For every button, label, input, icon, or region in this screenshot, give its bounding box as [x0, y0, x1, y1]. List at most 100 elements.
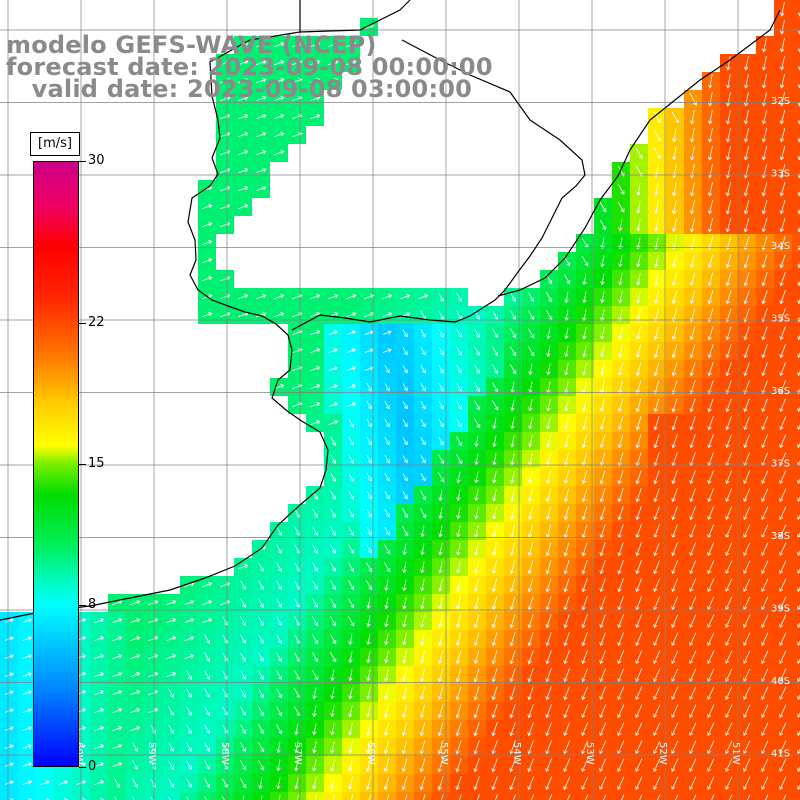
latitude-label: 38S	[771, 531, 790, 542]
wind-cell	[792, 522, 800, 540]
wind-cell	[792, 468, 800, 486]
wind-cell	[36, 792, 54, 800]
wind-cell	[396, 792, 414, 800]
wind-arrow	[346, 42, 357, 48]
colorbar-unit: [m/s]	[30, 132, 80, 156]
wind-cell	[630, 792, 648, 800]
latitude-label: 36S	[771, 386, 790, 397]
wind-cell	[108, 792, 126, 800]
wind-cell	[792, 684, 800, 702]
wind-cell	[18, 792, 36, 800]
longitude-label: 55W	[438, 742, 449, 765]
wind-cell	[90, 792, 108, 800]
colorbar-tick-mark	[79, 322, 86, 324]
colorbar-tick-mark	[79, 161, 86, 162]
wind-cell	[648, 792, 666, 800]
wind-cell	[792, 324, 800, 342]
longitude-label: 56W	[365, 742, 376, 765]
wind-cell	[792, 450, 800, 468]
wind-cell	[378, 792, 396, 800]
longitude-label: 52W	[657, 742, 668, 765]
wind-cell	[432, 792, 450, 800]
wind-cell	[522, 792, 540, 800]
wind-cell	[792, 288, 800, 306]
wind-cell	[756, 792, 774, 800]
wind-cell	[792, 234, 800, 252]
latitude-label: 32S	[771, 96, 790, 107]
wind-cell	[792, 90, 800, 108]
latitude-label: 37S	[771, 459, 790, 470]
latitude-label: 35S	[771, 314, 790, 325]
longitude-label: 51W	[730, 742, 741, 765]
colorbar-tick-mark	[79, 767, 86, 768]
wind-cell	[792, 414, 800, 432]
wind-cell	[144, 792, 162, 800]
wind-cell	[792, 576, 800, 594]
wind-cell	[486, 792, 504, 800]
wind-cell	[792, 180, 800, 198]
wind-arrow	[779, 20, 785, 35]
wind-cell	[792, 486, 800, 504]
wind-arrow	[779, 38, 785, 53]
wind-cell	[792, 252, 800, 270]
wind-arrow	[256, 42, 267, 48]
colorbar-tick-label: 15	[88, 456, 105, 471]
colorbar-tick-label: 22	[88, 314, 105, 330]
wind-cell	[792, 360, 800, 378]
wind-cell	[342, 792, 360, 800]
wind-cell	[792, 774, 800, 792]
wind-cell	[792, 108, 800, 126]
wind-cell	[792, 666, 800, 684]
wind-cell	[792, 54, 800, 72]
colorbar-tick-label: 0	[88, 759, 97, 774]
wind-cell	[792, 18, 800, 36]
wind-cell	[792, 306, 800, 324]
wind-arrow	[761, 38, 767, 53]
wind-cell	[774, 792, 792, 800]
wind-vectors	[4, 2, 800, 800]
wind-cell	[792, 216, 800, 234]
wind-cell	[792, 702, 800, 720]
wind-cell	[126, 792, 144, 800]
wind-arrow	[779, 2, 785, 17]
longitude-label: 59W	[146, 742, 157, 765]
wind-cell	[270, 792, 288, 800]
colorbar-tick-label: 8	[88, 597, 97, 613]
wind-cell	[792, 378, 800, 396]
wind-cell	[180, 792, 198, 800]
wind-cell	[558, 792, 576, 800]
wind-cell	[792, 0, 800, 18]
longitude-label: 54W	[511, 742, 522, 765]
wind-cell	[684, 792, 702, 800]
wind-cell	[504, 792, 522, 800]
wind-cell	[288, 792, 306, 800]
longitude-label: 57W	[292, 742, 303, 765]
valid-date: valid date: 2023-09-08 03:00:00	[6, 75, 473, 103]
wind-cell	[792, 612, 800, 630]
colorbar	[33, 161, 79, 767]
wind-cell	[792, 342, 800, 360]
wind-cell	[450, 792, 468, 800]
wind-cell	[234, 792, 252, 800]
wind-arrow	[310, 42, 321, 48]
wind-cell	[792, 558, 800, 576]
wind-cell	[594, 792, 612, 800]
longitude-label: 58W	[219, 742, 230, 765]
wind-cell	[198, 792, 216, 800]
latitude-label: 41S	[771, 749, 790, 760]
wind-cell	[792, 720, 800, 738]
wind-cell	[540, 792, 558, 800]
wind-cell	[792, 432, 800, 450]
colorbar-tick-mark	[79, 464, 86, 465]
wind-cell	[414, 792, 432, 800]
wind-cell	[792, 630, 800, 648]
wind-cell	[792, 144, 800, 162]
wind-cell	[792, 792, 800, 800]
wind-cell	[792, 756, 800, 774]
longitude-label: 53W	[584, 742, 595, 765]
wind-cell	[792, 540, 800, 558]
wind-cell	[612, 792, 630, 800]
wind-cell	[792, 162, 800, 180]
